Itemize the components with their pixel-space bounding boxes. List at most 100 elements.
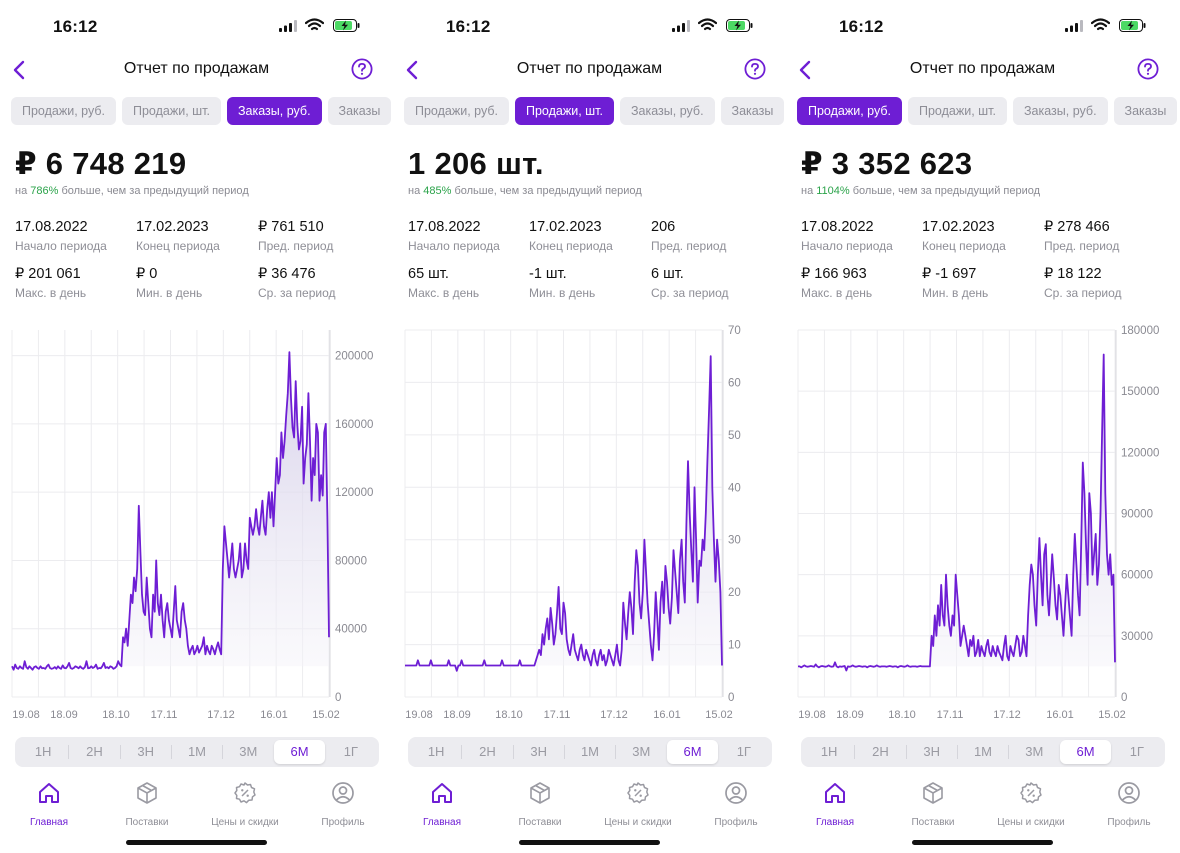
comparison-prefix: на [801, 185, 817, 197]
stat-value: ₽ 761 510 [258, 219, 324, 235]
stat-min-per-day: ₽ -1 697 Мин. в день [922, 266, 988, 300]
nav-item[interactable]: Поставки [102, 780, 192, 828]
metric-tab[interactable]: Продажи, руб. [404, 97, 509, 125]
period-option[interactable]: 3Н [137, 744, 155, 759]
period-option[interactable]: 6М [667, 740, 718, 764]
sales-line-chart[interactable]: 0 30000 60000 90000 120000 150000 180000 19.08 1… [786, 322, 1179, 722]
metric-tab[interactable]: Продажи, шт. [121, 97, 221, 125]
y-tick-label: 0 [728, 692, 734, 704]
stat-value: 17.02.2023 [136, 219, 209, 235]
home-icon [825, 783, 845, 803]
sales-line-chart[interactable]: 0 10 20 30 40 50 60 70 19.08 18.09 18.10 17.11 17.12… [393, 322, 786, 722]
metric-tab[interactable]: Продажи, шт. [907, 97, 1007, 125]
stat-label: Ср. за период [1044, 286, 1122, 300]
nav-item-label: Главная [422, 817, 462, 828]
y-tick-label: 120000 [1121, 447, 1159, 459]
help-icon[interactable] [351, 58, 373, 80]
stat-label: Пред. период [1044, 239, 1120, 253]
y-tick-label: 80000 [335, 555, 367, 567]
y-tick-label: 200000 [335, 351, 373, 363]
comparison-suffix: больше, чем за предыдущий период [849, 185, 1041, 197]
battery-charging-icon [1119, 19, 1146, 32]
period-option[interactable]: 1Н [820, 744, 838, 759]
period-option[interactable]: 2Н [872, 744, 889, 759]
period-option[interactable]: 3М [1025, 744, 1044, 759]
nav-item[interactable]: Цены и скидки [986, 780, 1076, 828]
x-tick-label: 17.12 [207, 709, 235, 721]
period-option[interactable]: 1М [580, 744, 600, 759]
metric-tab[interactable]: Заказы [1113, 97, 1178, 125]
stat-previous-period: ₽ 278 466 Пред. период [1044, 219, 1119, 253]
stat-label: Макс. в день [15, 286, 87, 300]
back-chevron-icon[interactable] [403, 58, 421, 82]
metric-tab[interactable]: Заказы [720, 97, 785, 125]
x-tick-label: 17.11 [937, 709, 964, 721]
period-option[interactable]: 3Н [923, 744, 941, 759]
nav-item[interactable]: Главная [4, 780, 94, 828]
period-option[interactable]: 2Н [479, 744, 496, 759]
box-icon [923, 782, 943, 804]
help-icon[interactable] [744, 58, 766, 80]
x-tick-label: 16.01 [1046, 709, 1074, 721]
stat-average-per-period: 6 шт. Ср. за период [651, 266, 728, 300]
x-tick-label: 19.08 [12, 709, 40, 721]
period-divider [854, 745, 856, 759]
nav-item[interactable]: Главная [397, 780, 487, 828]
bottom-navigation: Главная Поставки Цены и скидки Профиль [0, 780, 393, 830]
status-time: 16:12 [53, 17, 98, 36]
nav-item[interactable]: Поставки [495, 780, 585, 828]
metric-tab[interactable]: Заказы, руб. [619, 97, 715, 125]
period-option[interactable]: 2Н [86, 744, 103, 759]
box-icon [137, 782, 157, 804]
stat-start-period: 17.08.2022 Начало периода [15, 219, 107, 253]
y-tick-label: 90000 [1121, 509, 1153, 521]
metric-tab[interactable]: Продажи, руб. [797, 97, 902, 125]
stat-start-period: 17.08.2022 Начало периода [408, 219, 500, 253]
metric-tab[interactable]: Заказы [327, 97, 392, 125]
metric-tab[interactable]: Заказы, руб. [226, 97, 322, 125]
period-option[interactable]: 6М [1060, 740, 1111, 764]
sales-line-chart[interactable]: 0 40000 80000 120000 160000 200000 19.08 18.09 1… [0, 322, 393, 722]
period-option[interactable]: 3М [632, 744, 651, 759]
bottom-navigation: Главная Поставки Цены и скидки Профиль [786, 780, 1179, 830]
metric-tab[interactable]: Заказы, руб. [1012, 97, 1108, 125]
period-option[interactable]: 3М [239, 744, 258, 759]
period-option[interactable]: 1М [973, 744, 993, 759]
period-divider [563, 745, 565, 759]
period-option[interactable]: 1Г [343, 744, 358, 759]
nav-item[interactable]: Цены и скидки [200, 780, 290, 828]
back-chevron-icon[interactable] [10, 58, 28, 82]
nav-item[interactable]: Поставки [888, 780, 978, 828]
back-chevron-icon[interactable] [796, 58, 814, 82]
period-option[interactable]: 6М [274, 740, 325, 764]
status-time: 16:12 [839, 17, 884, 36]
metric-tab[interactable]: Продажи, руб. [11, 97, 116, 125]
period-option[interactable]: 1Н [34, 744, 52, 759]
period-option[interactable]: 1Н [427, 744, 445, 759]
stat-value: 17.08.2022 [408, 219, 481, 235]
nav-item[interactable]: Главная [790, 780, 880, 828]
x-tick-label: 18.10 [888, 709, 916, 721]
period-option[interactable]: 1М [187, 744, 207, 759]
metric-tab[interactable]: Продажи, шт. [514, 97, 614, 125]
metric-tabs: Продажи, руб. Продажи, шт. Заказы, руб. Зак… [404, 97, 786, 125]
nav-item[interactable]: Профиль [298, 780, 388, 828]
nav-item[interactable]: Профиль [1084, 780, 1174, 828]
period-option[interactable]: 3Н [530, 744, 548, 759]
x-tick-label: 16.01 [653, 709, 681, 721]
help-icon[interactable] [1137, 58, 1159, 80]
battery-charging-icon [333, 19, 360, 32]
stat-value: 17.02.2023 [922, 219, 995, 235]
period-divider [615, 745, 617, 759]
home-icon [432, 783, 452, 803]
stat-value: ₽ 0 [136, 266, 158, 282]
period-divider [905, 745, 907, 759]
nav-item[interactable]: Профиль [691, 780, 781, 828]
period-option[interactable]: 1Г [1129, 744, 1144, 759]
home-indicator [126, 840, 267, 845]
status-time: 16:12 [446, 17, 491, 36]
nav-item[interactable]: Цены и скидки [593, 780, 683, 828]
period-option[interactable]: 1Г [736, 744, 751, 759]
nav-item-label: Профиль [321, 817, 365, 828]
home-icon [39, 783, 59, 803]
